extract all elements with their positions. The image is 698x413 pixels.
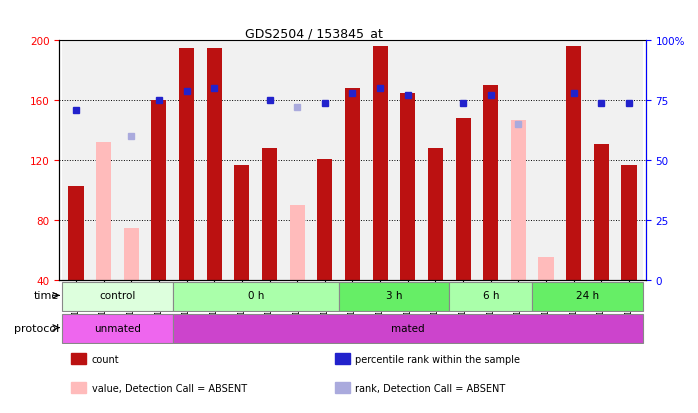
Text: unmated: unmated: [94, 323, 141, 333]
Bar: [538, 258, 554, 280]
Text: control: control: [99, 291, 135, 301]
Text: 24 h: 24 h: [576, 291, 599, 301]
Bar: [290, 206, 305, 280]
Bar: [207, 49, 222, 280]
Bar: [366, 41, 394, 280]
Bar: [621, 165, 637, 280]
Text: mated: mated: [391, 323, 424, 333]
Text: 6 h: 6 h: [482, 291, 499, 301]
Bar: [71, 382, 86, 394]
Text: rank, Detection Call = ABSENT: rank, Detection Call = ABSENT: [355, 383, 505, 393]
Bar: [335, 382, 350, 394]
Bar: [533, 41, 560, 280]
Bar: [566, 47, 581, 280]
Text: 3 h: 3 h: [386, 291, 402, 301]
Bar: [345, 89, 360, 280]
Bar: [594, 144, 609, 280]
Text: protocol: protocol: [13, 323, 59, 333]
Text: percentile rank within the sample: percentile rank within the sample: [355, 354, 521, 364]
Bar: [400, 94, 415, 280]
Bar: [339, 282, 450, 311]
Bar: [68, 186, 84, 280]
Bar: [450, 41, 477, 280]
Bar: [235, 165, 249, 280]
Bar: [172, 314, 643, 343]
Bar: [560, 41, 588, 280]
Bar: [62, 41, 90, 280]
Bar: [96, 143, 111, 280]
Text: 0 h: 0 h: [248, 291, 264, 301]
Bar: [339, 41, 366, 280]
Bar: [394, 41, 422, 280]
Text: time: time: [34, 291, 59, 301]
Bar: [62, 314, 172, 343]
Text: value, Detection Call = ABSENT: value, Detection Call = ABSENT: [91, 383, 246, 393]
Bar: [450, 282, 533, 311]
Bar: [533, 282, 643, 311]
Bar: [456, 119, 470, 280]
Bar: [124, 228, 139, 280]
Bar: [172, 282, 339, 311]
Bar: [62, 282, 172, 311]
Bar: [505, 41, 533, 280]
Bar: [477, 41, 505, 280]
Bar: [311, 41, 339, 280]
Bar: [117, 41, 145, 280]
Bar: [317, 159, 332, 280]
Bar: [151, 101, 167, 280]
Bar: [283, 41, 311, 280]
Bar: [228, 41, 255, 280]
Bar: [373, 47, 388, 280]
Bar: [179, 49, 194, 280]
Text: GDS2504 / 153845_at: GDS2504 / 153845_at: [245, 27, 383, 40]
Bar: [200, 41, 228, 280]
Bar: [255, 41, 283, 280]
Bar: [262, 149, 277, 280]
Bar: [145, 41, 172, 280]
Bar: [71, 353, 86, 365]
Bar: [90, 41, 117, 280]
Bar: [483, 86, 498, 280]
Bar: [615, 41, 643, 280]
Bar: [422, 41, 450, 280]
Text: count: count: [91, 354, 119, 364]
Bar: [428, 149, 443, 280]
Bar: [511, 121, 526, 280]
Bar: [172, 41, 200, 280]
Bar: [335, 353, 350, 365]
Bar: [588, 41, 615, 280]
